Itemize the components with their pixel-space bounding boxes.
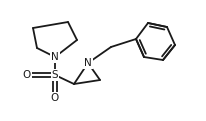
Text: N: N [51,52,59,62]
Text: O: O [51,93,59,103]
Text: O: O [23,70,31,80]
Text: S: S [52,70,58,80]
Text: N: N [84,58,92,68]
